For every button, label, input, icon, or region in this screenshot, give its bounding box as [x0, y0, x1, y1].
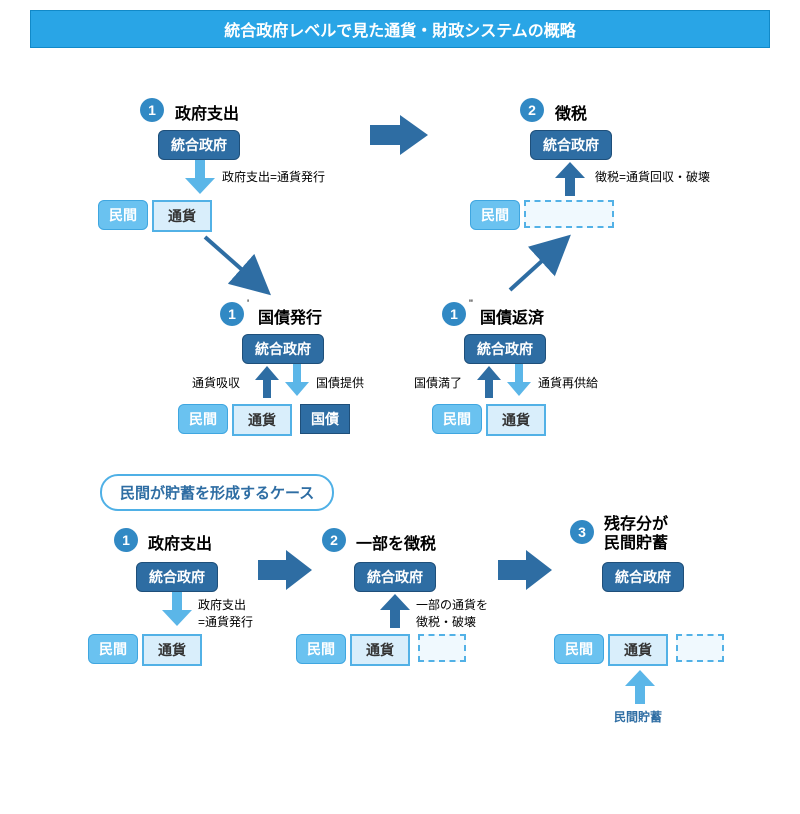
- priv-box: 民間: [554, 634, 604, 664]
- arrow-up-icon: [380, 592, 410, 628]
- gov-box: 統合政府: [464, 334, 546, 364]
- step-num: 1: [442, 302, 466, 326]
- dash-box: [676, 634, 724, 662]
- diag-arrow-icon: [500, 232, 580, 302]
- big-arrow-icon: [498, 550, 554, 590]
- priv-box: 民間: [470, 200, 520, 230]
- gov-box: 統合政府: [158, 130, 240, 160]
- arrow-down-icon: [162, 592, 192, 628]
- step-title: 国債返済: [480, 304, 544, 328]
- gov-box: 統合政府: [602, 562, 684, 592]
- note: 政府支出=通貨発行: [222, 168, 325, 185]
- note: 政府支出 =通貨発行: [198, 596, 253, 630]
- big-arrow-icon: [258, 550, 314, 590]
- step-title: 残存分が 民間貯蓄: [604, 515, 668, 553]
- priv-box: 民間: [296, 634, 346, 664]
- curr-box: 通貨: [350, 634, 410, 666]
- case-label: 民間が貯蓄を形成するケース: [100, 474, 334, 511]
- bond-box: 国債: [300, 404, 350, 434]
- prime: ": [469, 298, 473, 310]
- big-arrow-icon: [370, 115, 430, 155]
- note: 一部の通貨を 徴税・破壊: [416, 596, 488, 630]
- step-title: 一部を徴税: [356, 530, 436, 554]
- step-title: 政府支出: [175, 100, 239, 124]
- curr-box: 通貨: [486, 404, 546, 436]
- note: 通貨吸収: [192, 374, 240, 391]
- gov-box: 統合政府: [242, 334, 324, 364]
- note: 徴税=通貨回収・破壊: [595, 168, 710, 185]
- diagram-canvas: 1 政府支出 統合政府 政府支出=通貨発行 民間 通貨 2 徴税 統合政府 徴税…: [0, 60, 800, 814]
- foot-label: 民間貯蓄: [614, 708, 662, 725]
- arrow-down-icon: [185, 160, 215, 196]
- note: 国債提供: [316, 374, 364, 391]
- priv-box: 民間: [98, 200, 148, 230]
- step-num: 2: [520, 98, 544, 122]
- priv-box: 民間: [432, 404, 482, 434]
- note: 国債満了: [414, 374, 462, 391]
- arrow-down-icon: [507, 364, 531, 398]
- arrow-up-icon: [255, 364, 279, 398]
- gov-box: 統合政府: [354, 562, 436, 592]
- priv-box: 民間: [88, 634, 138, 664]
- step-num: 1: [220, 302, 244, 326]
- curr-box: 通貨: [152, 200, 212, 232]
- dash-box: [418, 634, 466, 662]
- diag-arrow-icon: [200, 232, 280, 302]
- step-title: 国債発行: [258, 304, 322, 328]
- priv-box: 民間: [178, 404, 228, 434]
- step-num: 1: [140, 98, 164, 122]
- curr-box: 通貨: [232, 404, 292, 436]
- arrow-up-icon: [625, 668, 655, 704]
- curr-box: 通貨: [608, 634, 668, 666]
- note: 通貨再供給: [538, 374, 598, 391]
- arrow-up-icon: [477, 364, 501, 398]
- prime: ': [247, 298, 249, 310]
- step-num: 1: [114, 528, 138, 552]
- gov-box: 統合政府: [530, 130, 612, 160]
- title-bar: 統合政府レベルで見た通貨・財政システムの概略: [30, 10, 770, 48]
- arrow-up-icon: [555, 160, 585, 196]
- arrow-down-icon: [285, 364, 309, 398]
- dash-box: [524, 200, 614, 228]
- curr-box: 通貨: [142, 634, 202, 666]
- gov-box: 統合政府: [136, 562, 218, 592]
- step-title: 徴税: [555, 100, 587, 124]
- step-title: 政府支出: [148, 530, 212, 554]
- step-num: 2: [322, 528, 346, 552]
- step-num: 3: [570, 520, 594, 544]
